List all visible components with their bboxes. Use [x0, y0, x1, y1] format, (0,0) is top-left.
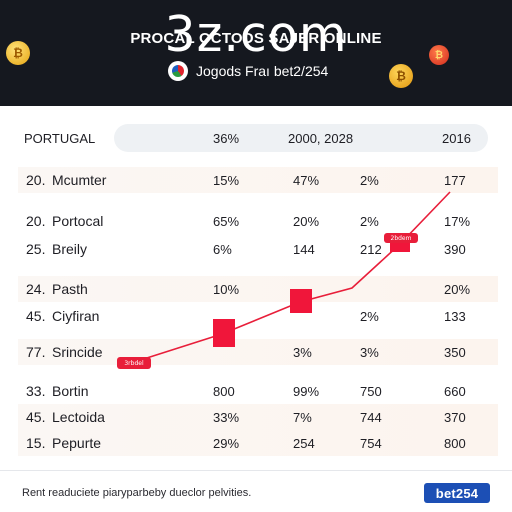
row-rank: 25. — [26, 241, 46, 257]
row-value: 3% — [293, 344, 312, 360]
row-value: 33% — [213, 409, 240, 425]
row-rank: 33. — [26, 383, 46, 399]
bitcoin-coin-icon: ₿ — [6, 41, 30, 65]
row-value: 350 — [444, 344, 466, 360]
table-row[interactable]: 15. Pepurte 29% 254 754 800 — [14, 430, 498, 456]
row-value: 750 — [360, 383, 382, 399]
row-value: 10% — [213, 281, 240, 297]
row-rank: 20. — [26, 213, 46, 229]
row-name: Lectoida — [52, 409, 105, 425]
table-row[interactable]: 33. Bortin 800 99% 750 660 — [14, 378, 498, 404]
row-name: Bortin — [52, 383, 89, 399]
row-value: 20% — [444, 281, 471, 297]
table-header: PORTUGAL 36% 2000, 2028 2016 — [14, 124, 498, 152]
tagline: Jogods Fraı bet2/254 — [196, 63, 329, 79]
brand-logo-icon — [168, 61, 188, 81]
row-name: Mcumter — [52, 172, 107, 188]
row-rank: 77. — [26, 344, 46, 360]
footer-caption: Rent readuciete piaryparbeby dueclor pel… — [22, 487, 252, 499]
row-value: 17% — [444, 213, 471, 229]
row-value: 65% — [213, 213, 240, 229]
row-name: Pepurte — [52, 435, 102, 451]
row-value: 800 — [444, 435, 466, 451]
row-name: Portocal — [52, 213, 104, 229]
table-row[interactable]: 77. Srincide 3% 3% 350 — [14, 339, 498, 365]
row-value: 800 — [213, 383, 235, 399]
row-rank: 20. — [26, 172, 46, 188]
row-name: Ciyfiran — [52, 308, 100, 324]
row-value: 754 — [360, 435, 382, 451]
row-name: Srincide — [52, 344, 103, 360]
bitcoin-coin-icon: ₿ — [389, 64, 413, 88]
row-value: 254 — [293, 435, 315, 451]
row-rank: 45. — [26, 308, 46, 324]
row-rank: 45. — [26, 409, 46, 425]
row-value: 2% — [360, 172, 379, 188]
row-value: 660 — [444, 383, 466, 399]
row-value: 3% — [360, 344, 379, 360]
row-value: 177 — [444, 172, 466, 188]
row-value: 2% — [360, 213, 379, 229]
header-pill — [114, 124, 488, 152]
table-row[interactable]: 45. Ciyfiran 2% 133 — [14, 303, 498, 329]
column-header: 36% — [213, 130, 240, 146]
header-banner: 3z.com PROCAL OCTODS SAJER ONLINE Jogods… — [0, 0, 512, 106]
column-header: PORTUGAL — [24, 130, 96, 146]
table-row[interactable]: 45. Lectoida 33% 7% 744 370 — [14, 404, 498, 430]
row-value: 15% — [213, 172, 240, 188]
table-row[interactable]: 20. Portocal 65% 20% 2% 17% — [14, 208, 498, 234]
row-name: Breily — [52, 241, 88, 257]
row-value: 47% — [293, 172, 320, 188]
bitcoin-coin-icon: ₿ — [429, 45, 449, 65]
page-title: PROCAL OCTODS SAJER ONLINE — [130, 30, 382, 47]
row-rank: 15. — [26, 435, 46, 451]
tagline-group: Jogods Fraı bet2/254 — [168, 60, 328, 82]
row-value: 144 — [293, 241, 315, 257]
column-header: 2016 — [442, 130, 471, 146]
stats-table: PORTUGAL 36% 2000, 2028 2016 20. Mcumter… — [14, 118, 498, 458]
column-header: 2000, 2028 — [288, 130, 354, 146]
row-name: Pasth — [52, 281, 88, 297]
row-value: 6% — [213, 241, 232, 257]
table-row[interactable]: 25. Breily 6% 144 212 390 — [14, 236, 498, 262]
row-value: 744 — [360, 409, 382, 425]
row-value: 2% — [360, 308, 379, 324]
row-value: 20% — [293, 213, 320, 229]
site-watermark-title: 3z.com — [164, 6, 348, 63]
row-value: 370 — [444, 409, 466, 425]
row-value: 29% — [213, 435, 240, 451]
row-value: 212 — [360, 241, 382, 257]
row-value: 7% — [293, 409, 312, 425]
table-row[interactable]: 20. Mcumter 15% 47% 2% 177 — [14, 167, 498, 193]
row-value: 133 — [444, 308, 466, 324]
row-rank: 24. — [26, 281, 46, 297]
bet254-logo[interactable]: bet254 — [424, 483, 490, 503]
table-row[interactable]: 24. Pasth 10% 20% — [14, 276, 498, 302]
row-value: 390 — [444, 241, 466, 257]
row-value: 99% — [293, 383, 320, 399]
